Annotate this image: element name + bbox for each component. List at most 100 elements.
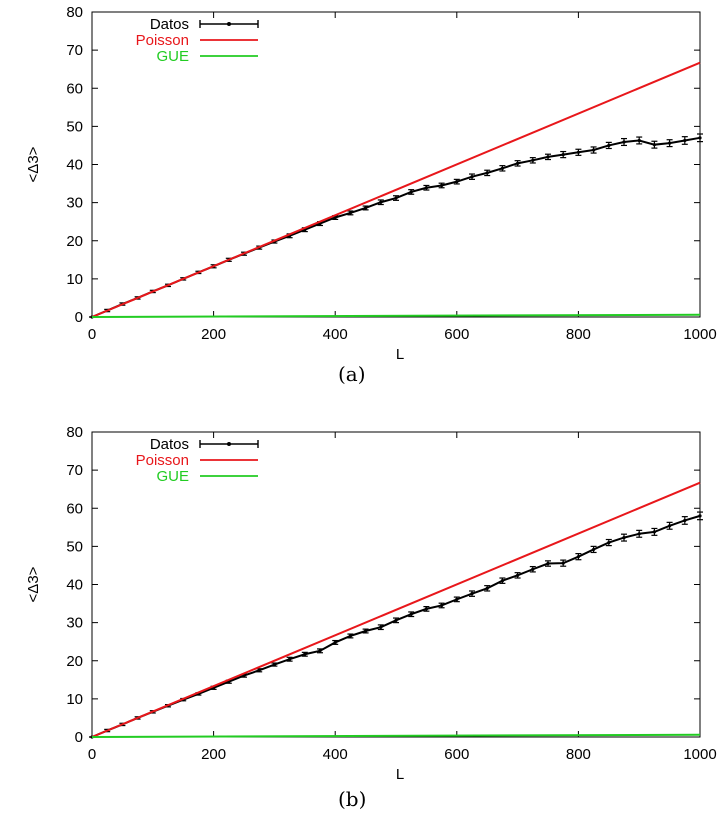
caption-a: (a) [338, 362, 366, 386]
y-tick-label: 50 [66, 118, 83, 135]
y-tick-label: 40 [66, 157, 83, 174]
data-point [576, 555, 581, 559]
data-point [364, 206, 368, 210]
y-tick-label: 40 [66, 577, 83, 594]
data-point [698, 136, 702, 140]
series-line-datos [91, 136, 701, 318]
data-point [531, 567, 535, 571]
legend-label-poisson: Poisson [136, 32, 189, 49]
data-point [470, 175, 474, 179]
y-axis-label: <Δ3> [25, 566, 42, 602]
legend-label-datos: Datos [150, 436, 189, 453]
x-tick-label: 800 [566, 326, 591, 343]
y-tick-label: 10 [66, 691, 83, 708]
data-point [379, 625, 383, 629]
data-point [698, 514, 702, 518]
legend-label-datos: Datos [150, 16, 189, 33]
x-tick-label: 400 [323, 326, 348, 343]
data-point [637, 532, 641, 536]
data-point [500, 166, 504, 170]
x-axis-label: L [396, 346, 404, 360]
y-tick-label: 20 [66, 653, 83, 670]
data-point [607, 143, 611, 148]
data-point [652, 143, 657, 147]
data-point [455, 180, 459, 184]
data-point [455, 597, 459, 601]
legend-label-gue: GUE [156, 48, 189, 65]
data-point [485, 171, 489, 175]
data-point [409, 190, 413, 194]
y-tick-label: 30 [66, 195, 83, 212]
x-tick-label: 200 [201, 746, 226, 763]
legend-swatch-point [227, 442, 231, 446]
data-point [622, 536, 626, 540]
data-point [683, 138, 687, 143]
y-tick-label: 20 [66, 233, 83, 250]
y-tick-label: 70 [66, 42, 83, 59]
data-point [516, 161, 520, 165]
data-point [440, 183, 444, 188]
data-point [348, 211, 352, 215]
legend-label-poisson: Poisson [136, 452, 189, 469]
data-point [576, 150, 581, 154]
x-tick-label: 0 [88, 326, 96, 343]
figure-a: 0 10 20 30 40 50 60 70 80 0 200 400 600 800 1000 L <Δ3> D… [0, 0, 726, 400]
x-tick-label: 600 [444, 746, 469, 763]
series-line-gue [91, 313, 701, 318]
data-point [348, 634, 352, 638]
data-point [257, 668, 261, 672]
data-point [500, 579, 504, 583]
y-tick-label: 60 [66, 80, 83, 97]
data-point [409, 612, 413, 616]
y-tick-label: 80 [66, 424, 83, 441]
data-point [364, 629, 368, 633]
data-point [394, 618, 398, 622]
data-point [668, 141, 672, 145]
data-point [379, 200, 383, 204]
x-axis-label: L [396, 766, 404, 780]
x-tick-label: 800 [566, 746, 591, 763]
data-point [303, 652, 307, 656]
data-point [622, 140, 626, 144]
y-tick-label: 10 [66, 271, 83, 288]
data-point [668, 524, 672, 528]
data-point [607, 540, 611, 545]
data-point [485, 586, 489, 590]
y-tick-label: 30 [66, 615, 83, 632]
data-point [683, 518, 687, 523]
data-point [288, 657, 292, 661]
data-point [546, 561, 550, 566]
series-line-gue [91, 733, 701, 738]
y-tick-label: 70 [66, 462, 83, 479]
x-tick-label: 1000 [683, 746, 716, 763]
y-tick-label: 0 [75, 729, 83, 746]
data-point [394, 196, 398, 200]
data-point [652, 530, 657, 534]
y-axis-label: <Δ3> [25, 146, 42, 182]
data-point [546, 155, 550, 159]
x-tick-label: 600 [444, 326, 469, 343]
series-line-poisson [91, 61, 701, 318]
data-point [516, 573, 520, 577]
data-point [561, 152, 565, 157]
data-point [318, 649, 322, 653]
x-tick-label: 0 [88, 746, 96, 763]
data-point [592, 547, 596, 552]
data-point [592, 148, 596, 152]
caption-b: (b) [338, 787, 367, 811]
x-tick-label: 1000 [683, 326, 716, 343]
legend-swatch-point [227, 22, 231, 26]
series-line-poisson [91, 481, 701, 738]
data-point [424, 186, 428, 190]
y-tick-label: 80 [66, 4, 83, 21]
data-point [637, 138, 641, 143]
x-tick-label: 400 [323, 746, 348, 763]
data-point [272, 662, 276, 667]
data-point [424, 607, 428, 611]
y-tick-label: 0 [75, 309, 83, 326]
figure-b: 0 10 20 30 40 50 60 70 80 0 200 400 600 800 1000 L <Δ3> D… [0, 420, 726, 817]
data-point [531, 158, 535, 162]
y-tick-label: 50 [66, 538, 83, 555]
